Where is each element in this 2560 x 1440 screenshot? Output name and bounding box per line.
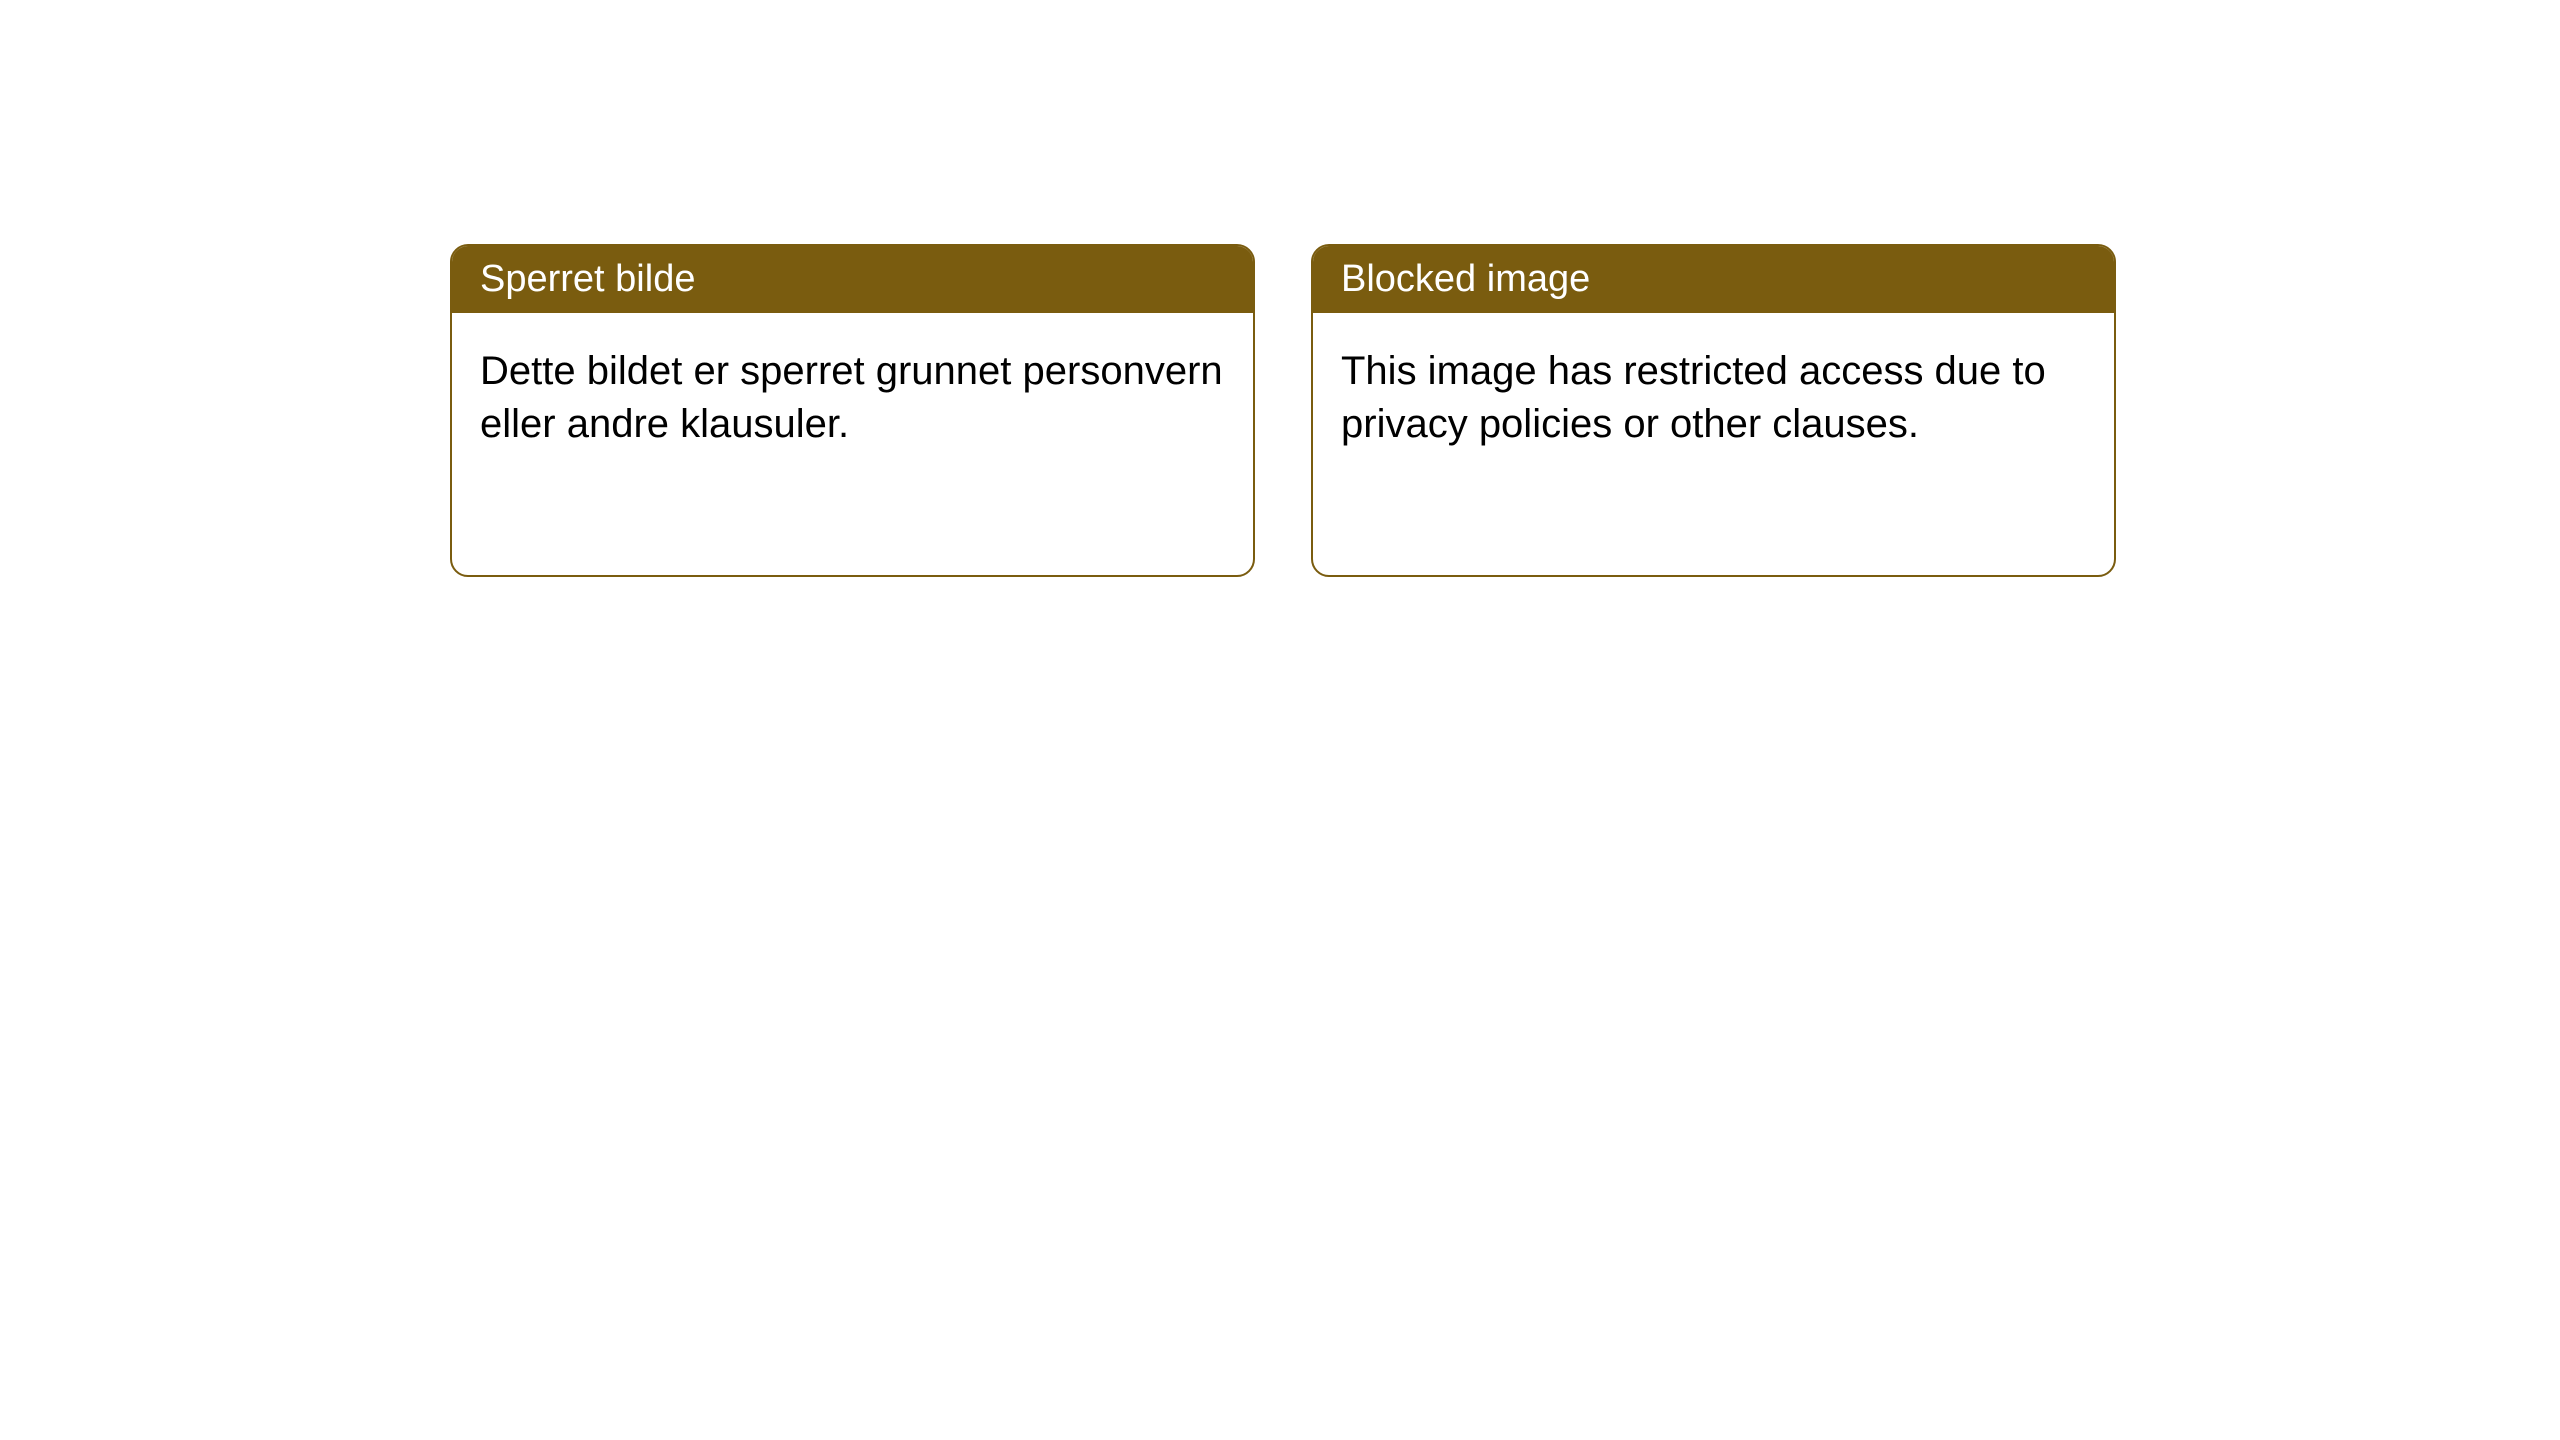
- card-header: Blocked image: [1313, 246, 2114, 313]
- card-header: Sperret bilde: [452, 246, 1253, 313]
- notice-card-english: Blocked image This image has restricted …: [1311, 244, 2116, 577]
- notice-cards-container: Sperret bilde Dette bildet er sperret gr…: [450, 244, 2116, 577]
- card-title: Sperret bilde: [480, 258, 695, 300]
- card-body-text: This image has restricted access due to …: [1341, 349, 2046, 446]
- card-body: Dette bildet er sperret grunnet personve…: [452, 313, 1253, 483]
- notice-card-norwegian: Sperret bilde Dette bildet er sperret gr…: [450, 244, 1255, 577]
- card-body: This image has restricted access due to …: [1313, 313, 2114, 483]
- card-body-text: Dette bildet er sperret grunnet personve…: [480, 349, 1223, 446]
- card-title: Blocked image: [1341, 258, 1590, 300]
